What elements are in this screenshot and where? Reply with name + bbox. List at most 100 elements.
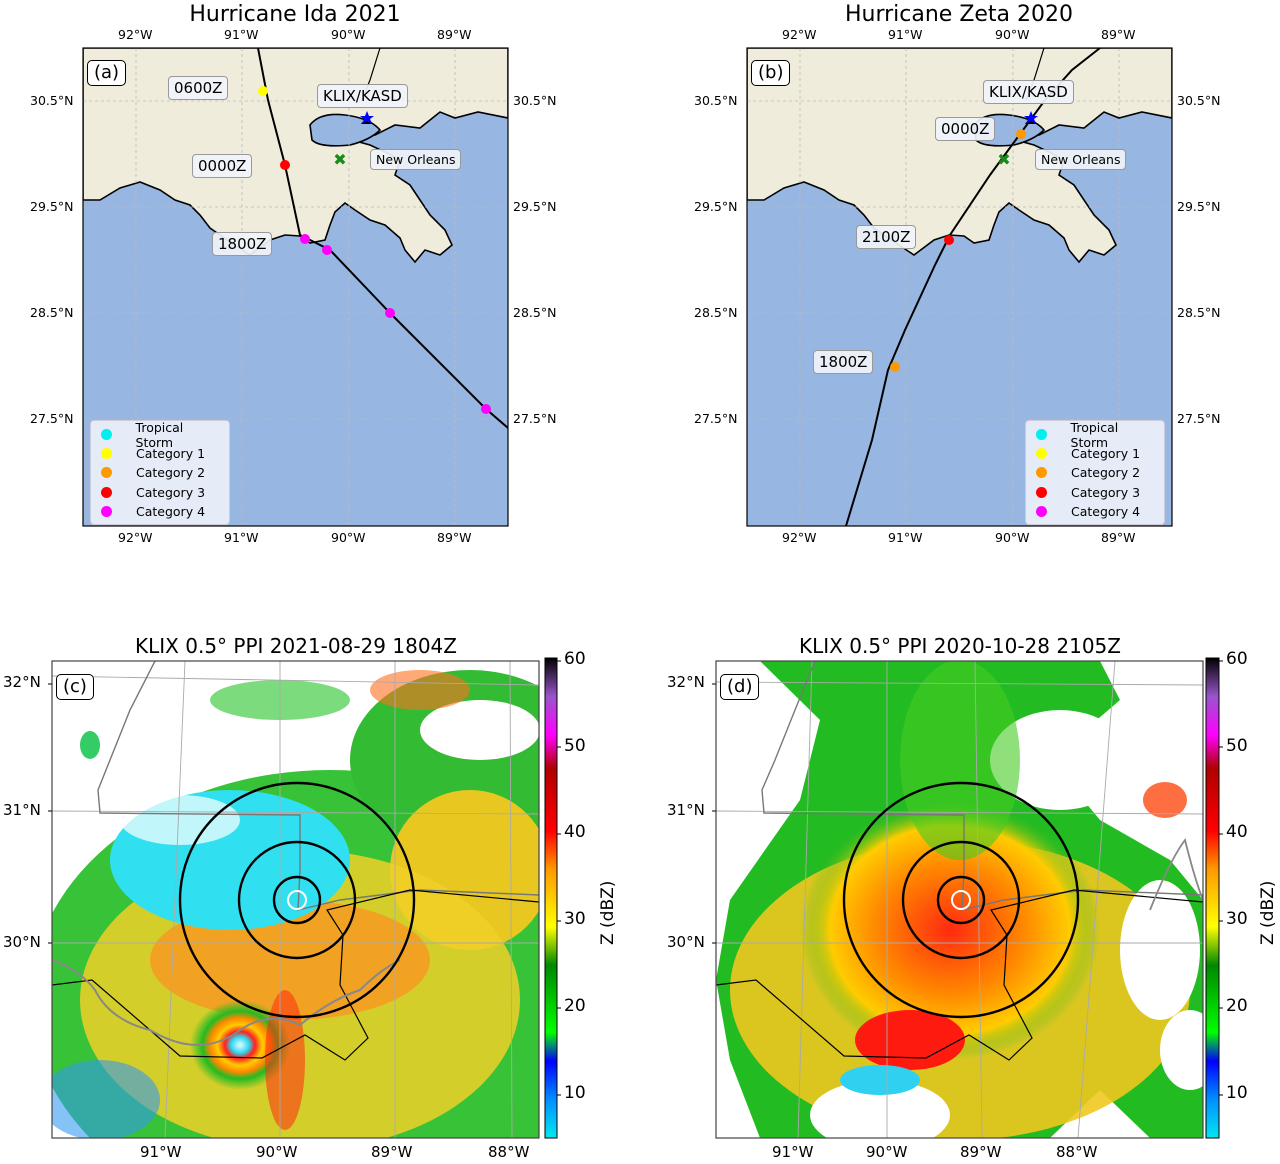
- lon-tick: 91°W: [772, 1143, 814, 1161]
- legend-item: Category 1: [1036, 444, 1156, 463]
- colorbar-tick: 20: [564, 996, 586, 1016]
- panel-a-title: Hurricane Ida 2021: [189, 2, 401, 27]
- panel-d-label: (d): [720, 674, 760, 700]
- legend-dot-icon: [1036, 429, 1047, 441]
- time-label-0600z: 0600Z: [168, 76, 229, 100]
- panel-b-title: Hurricane Zeta 2020: [844, 2, 1074, 27]
- lon-tick: 92°W: [118, 27, 153, 42]
- lon-tick: 89°W: [437, 27, 472, 42]
- lon-tick: 89°W: [960, 1143, 1002, 1161]
- colorbar-tick: 10: [564, 1083, 586, 1103]
- legend-label: Category 1: [1071, 446, 1141, 462]
- lat-tick: 27.5°N: [1177, 411, 1221, 426]
- panel-b-label: (b): [751, 60, 791, 86]
- colorbar-label: Z (dBZ): [598, 880, 618, 945]
- lat-tick: 29.5°N: [1177, 199, 1221, 214]
- lon-tick: 90°W: [256, 1143, 298, 1161]
- legend-dot-icon: [101, 429, 112, 441]
- lon-tick: 88°W: [1056, 1143, 1098, 1161]
- lat-tick: 28.5°N: [513, 305, 557, 320]
- lat-tick: 30.5°N: [513, 93, 557, 108]
- colorbar-tick: 60: [564, 649, 586, 669]
- lon-tick: 89°W: [437, 530, 472, 545]
- lat-tick: 30°N: [3, 933, 41, 951]
- lon-tick: 92°W: [782, 530, 817, 545]
- lat-tick: 27.5°N: [694, 411, 738, 426]
- lat-tick: 30.5°N: [30, 93, 74, 108]
- lon-tick: 91°W: [888, 530, 923, 545]
- lon-tick: 89°W: [1101, 27, 1136, 42]
- colorbar-tick: 40: [564, 822, 586, 842]
- radar-site-label: KLIX/KASD: [317, 84, 408, 108]
- legend-dot-icon: [101, 486, 112, 498]
- legend-label: Tropical Storm: [1070, 419, 1119, 450]
- lat-tick: 30°N: [667, 933, 705, 951]
- colorbar-tick: 50: [1226, 736, 1248, 756]
- legend-label: Category 4: [1071, 503, 1141, 519]
- lon-tick: 90°W: [995, 27, 1030, 42]
- lon-tick: 91°W: [888, 27, 923, 42]
- radar-site-label: KLIX/KASD: [983, 80, 1074, 104]
- lat-tick: 30.5°N: [694, 93, 738, 108]
- lat-tick: 28.5°N: [694, 305, 738, 320]
- city-label-new-orleans: New Orleans: [1035, 149, 1127, 170]
- colorbar-tick: 40: [1226, 822, 1248, 842]
- lon-tick: 90°W: [866, 1143, 908, 1161]
- lon-tick: 90°W: [331, 530, 366, 545]
- legend-dot-icon: [1036, 505, 1047, 517]
- legend-label: Tropical Storm: [135, 419, 184, 450]
- svg-text:✖: ✖: [997, 150, 1010, 169]
- legend-label: Category 2: [136, 465, 206, 481]
- lon-tick: 89°W: [371, 1143, 413, 1161]
- time-label-2100z: 2100Z: [856, 225, 917, 249]
- lon-tick: 90°W: [331, 27, 366, 42]
- lat-tick: 28.5°N: [1177, 305, 1221, 320]
- lon-tick: 92°W: [118, 530, 153, 545]
- legend-label: Category 3: [1071, 484, 1141, 500]
- legend-item: Category 4: [101, 502, 221, 521]
- lon-tick: 91°W: [224, 27, 259, 42]
- legend-dot-icon: [1036, 486, 1047, 498]
- legend-item: Category 3: [101, 483, 221, 502]
- panel-d-title: KLIX 0.5° PPI 2020-10-28 2105Z: [799, 634, 1121, 658]
- lat-tick: 27.5°N: [30, 411, 74, 426]
- legend-item: Category 2: [1036, 463, 1156, 482]
- colorbar-label: Z (dBZ): [1258, 880, 1278, 945]
- time-label-1800z: 1800Z: [212, 232, 273, 256]
- lon-tick: 90°W: [995, 530, 1030, 545]
- panel-b-legend: Tropical Storm Category 1 Category 2 Cat…: [1025, 420, 1165, 525]
- lat-tick: 32°N: [667, 673, 705, 691]
- panel-a-label: (a): [87, 60, 127, 86]
- panel-a-legend: Tropical Storm Category 1 Category 2 Cat…: [90, 420, 230, 525]
- time-label-1800z: 1800Z: [813, 350, 874, 374]
- lat-tick: 29.5°N: [694, 199, 738, 214]
- time-label-0000z: 0000Z: [192, 154, 253, 178]
- lat-tick: 31°N: [3, 801, 41, 819]
- lat-tick: 29.5°N: [513, 199, 557, 214]
- colorbar-tick: 10: [1226, 1083, 1248, 1103]
- legend-item: Category 4: [1036, 502, 1156, 521]
- legend-dot-icon: [1036, 467, 1047, 479]
- legend-item: Category 1: [101, 444, 221, 463]
- lon-tick: 91°W: [224, 530, 259, 545]
- lon-tick: 91°W: [140, 1143, 182, 1161]
- time-label-0000z: 0000Z: [935, 117, 996, 141]
- colorbar-tick: 50: [564, 736, 586, 756]
- colorbar-tick: 20: [1226, 996, 1248, 1016]
- legend-item: Category 3: [1036, 483, 1156, 502]
- lon-tick: 92°W: [782, 27, 817, 42]
- colorbar-tick: 60: [1226, 649, 1248, 669]
- panel-c-label: (c): [56, 674, 94, 700]
- lat-tick: 32°N: [3, 673, 41, 691]
- svg-text:✖: ✖: [333, 150, 346, 169]
- legend-dot-icon: [1036, 448, 1047, 460]
- legend-dot-icon: [101, 467, 112, 479]
- lat-tick: 28.5°N: [30, 305, 74, 320]
- lat-tick: 27.5°N: [513, 411, 557, 426]
- legend-label: Category 1: [136, 446, 206, 462]
- legend-dot-icon: [101, 448, 112, 460]
- lon-tick: 88°W: [488, 1143, 530, 1161]
- legend-dot-icon: [101, 505, 112, 517]
- panel-c-title: KLIX 0.5° PPI 2021-08-29 1804Z: [135, 634, 457, 658]
